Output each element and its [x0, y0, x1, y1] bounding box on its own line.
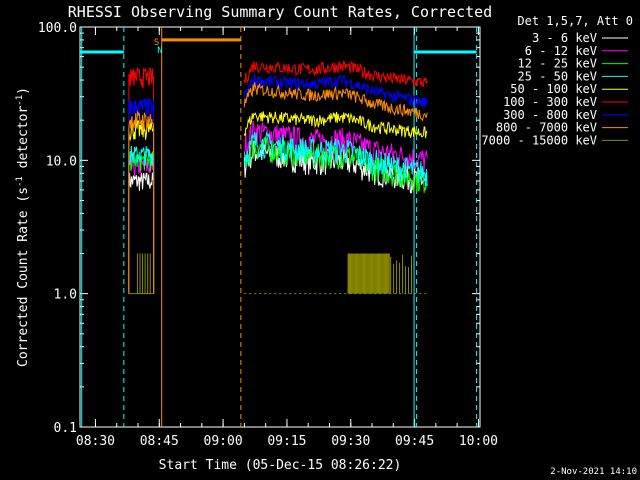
y-tick-label: 0.1	[54, 421, 77, 436]
legend-header: Det 1,5,7, Att 0	[517, 14, 633, 28]
y-tick-label: 1.0	[54, 288, 77, 303]
x-tick-label: 09:15	[267, 434, 306, 449]
legend-label: 25 - 50 keV	[518, 69, 597, 83]
y-axis-label: Corrected Count Rate (s-1 detector-1)	[15, 87, 31, 367]
plot-frame	[79, 26, 481, 428]
legend-label: 300 - 800 keV	[503, 108, 597, 122]
chart-title: RHESSI Observing Summary Count Rates, Co…	[68, 3, 492, 21]
y-tick-label: 10.0	[46, 154, 77, 169]
x-tick-label: 10:00	[459, 434, 498, 449]
flag-layer: SN	[80, 27, 478, 427]
series-layer	[128, 60, 428, 295]
series-line	[128, 66, 155, 294]
series-line	[243, 73, 428, 109]
series-line	[243, 136, 428, 193]
legend-label: 3 - 6 keV	[532, 31, 597, 45]
x-tick-label: 09:00	[204, 434, 243, 449]
series-line	[128, 98, 155, 294]
series-line	[128, 110, 155, 294]
x-tick-label: 08:45	[140, 434, 179, 449]
series-line	[128, 145, 155, 294]
x-tick-label: 08:30	[76, 434, 115, 449]
x-tick-label: 09:45	[395, 434, 434, 449]
series-line	[128, 172, 155, 294]
series-line	[243, 120, 428, 171]
flag-marker: S	[154, 38, 159, 48]
series-line	[243, 60, 428, 87]
timestamp: 2-Nov-2021 14:10	[550, 467, 637, 477]
x-axis-label: Start Time (05-Dec-15 08:26:22)	[159, 458, 402, 473]
tick-layer: 100.0 10.0 1.0 0.108:30 08:45 09:00 09:15 09:30…	[38, 21, 498, 449]
flag-marker: N	[157, 46, 162, 56]
legend-label: 12 - 25 keV	[518, 57, 597, 71]
series-line	[243, 130, 428, 187]
series-line	[243, 111, 428, 139]
series-line	[243, 82, 428, 122]
x-tick-label: 09:30	[331, 434, 370, 449]
legend-label: 50 - 100 keV	[510, 82, 597, 96]
legend-label: 800 - 7000 keV	[496, 121, 597, 135]
y-tick-label: 100.0	[38, 21, 77, 36]
legend-label: 100 - 300 keV	[503, 95, 597, 109]
legend-label: 6 - 12 keV	[525, 44, 597, 58]
legend-label: 7000 - 15000 keV	[481, 133, 597, 147]
